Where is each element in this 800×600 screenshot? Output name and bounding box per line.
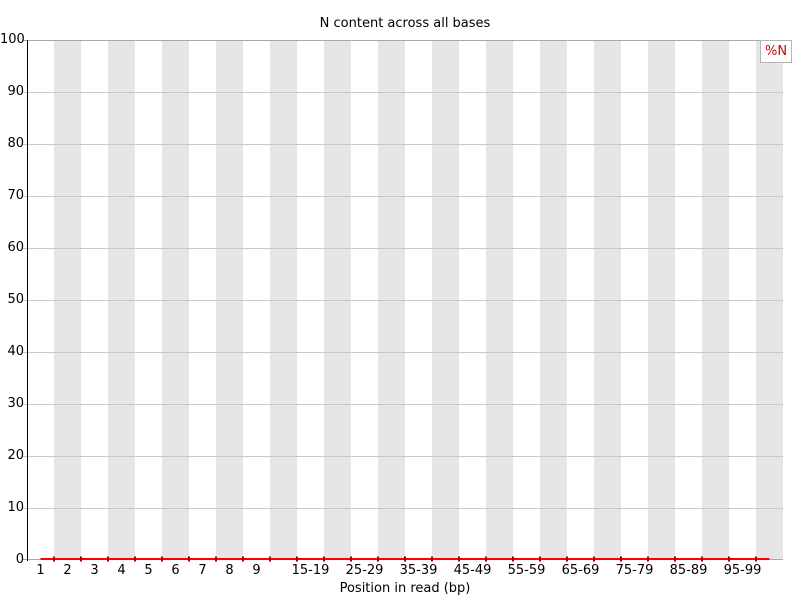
gridline xyxy=(23,300,783,301)
y-axis-line xyxy=(27,40,28,561)
x-axis-tick-label: 75-79 xyxy=(615,563,654,578)
x-axis-title: Position in read (bp) xyxy=(339,581,471,596)
x-axis-tick-label: 35-39 xyxy=(399,563,438,578)
x-axis-tick-label: 65-69 xyxy=(561,563,600,578)
x-axis-tick-label: 25-29 xyxy=(345,563,384,578)
gridline xyxy=(23,196,783,197)
x-axis-tick-label: 55-59 xyxy=(507,563,546,578)
x-axis-tick-label: 15-19 xyxy=(291,563,330,578)
legend: %N xyxy=(760,40,793,63)
legend-entry-percent-n: %N xyxy=(765,44,788,59)
y-axis-tick-label: 90 xyxy=(7,84,24,99)
x-axis-tick-label: 45-49 xyxy=(453,563,492,578)
y-axis-tick-label: 20 xyxy=(7,448,24,463)
y-axis-tick-label: 100 xyxy=(0,32,25,47)
y-axis-tick-label: 70 xyxy=(7,188,24,203)
gridline xyxy=(23,508,783,509)
gridline xyxy=(23,404,783,405)
n-content-line-svg xyxy=(40,556,770,562)
plot-border-line xyxy=(23,40,783,41)
gridline xyxy=(23,248,783,249)
x-axis-tick-label: 8 xyxy=(225,563,234,578)
x-axis-tick-label: 6 xyxy=(171,563,180,578)
x-axis-tick-label: 7 xyxy=(198,563,207,578)
y-axis-tick-label: 60 xyxy=(7,240,24,255)
y-axis-tick-label: 50 xyxy=(7,292,24,307)
gridline xyxy=(23,456,783,457)
x-axis-tick-label: 3 xyxy=(90,563,99,578)
x-axis-tick-label: 85-89 xyxy=(669,563,708,578)
gridline xyxy=(23,352,783,353)
gridline xyxy=(23,92,783,93)
y-axis-tick-label: 0 xyxy=(15,552,24,567)
x-axis-tick-label: 1 xyxy=(36,563,45,578)
gridline xyxy=(23,144,783,145)
x-axis-tick-label: 4 xyxy=(117,563,126,578)
x-axis-tick-label: 9 xyxy=(252,563,261,578)
plot-area xyxy=(23,40,783,562)
x-axis-tick-label: 5 xyxy=(144,563,153,578)
y-axis-tick-label: 30 xyxy=(7,396,24,411)
y-axis-tick-label: 10 xyxy=(7,500,24,515)
chart-title: N content across all bases xyxy=(319,16,491,31)
y-axis-tick-label: 40 xyxy=(7,344,24,359)
x-axis-tick-label: 95-99 xyxy=(723,563,762,578)
x-axis-tick-label: 2 xyxy=(63,563,72,578)
y-axis-tick-label: 80 xyxy=(7,136,24,151)
